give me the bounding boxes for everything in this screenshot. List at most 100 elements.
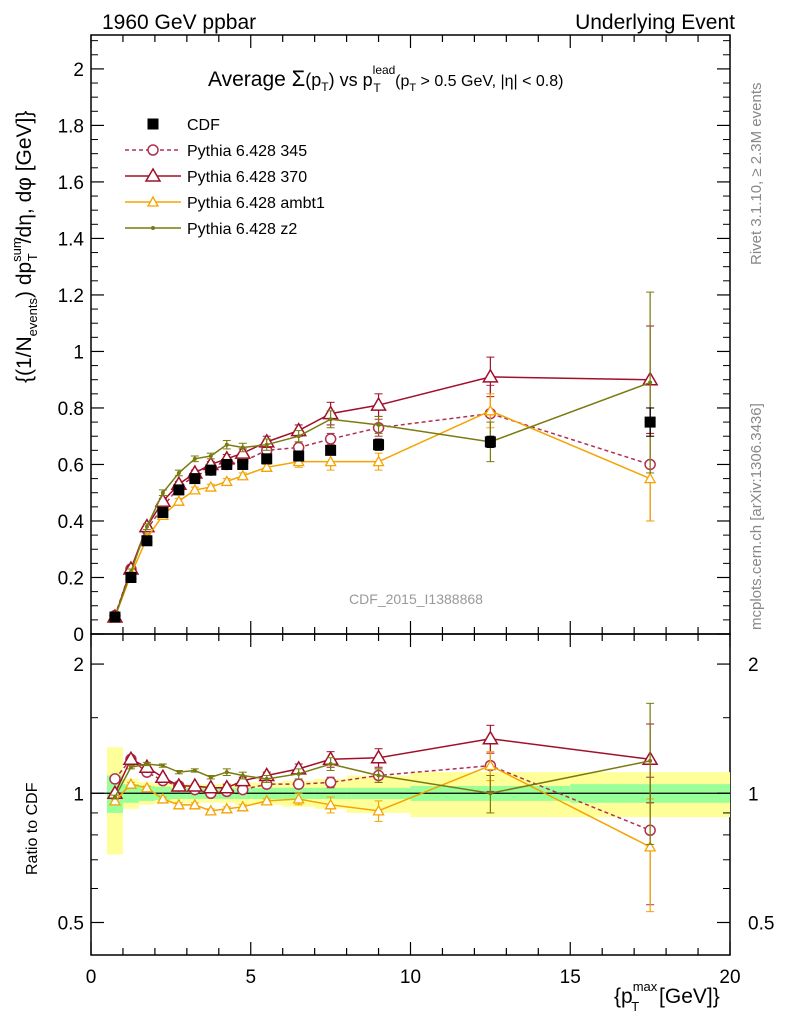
ratio-point-z2: [176, 770, 181, 775]
legend-marker-ambt1: [146, 195, 160, 207]
ratio-series-layer: [106, 702, 659, 913]
legend-label-ambt1: Pythia 6.428 ambt1: [187, 195, 325, 212]
ratio-point-ambt1: [644, 840, 657, 852]
data-point-z2: [376, 422, 381, 427]
mcplots-label: mcplots.cern.ch [arXiv:1306.3436]: [748, 403, 765, 630]
x-tick-label: 5: [245, 967, 256, 988]
ratio-y-tick-label: 0.5: [58, 913, 84, 934]
main-y-tick-label: 0.4: [58, 512, 85, 533]
ratio-point-p370: [122, 750, 140, 766]
data-point-ambt1: [172, 494, 185, 506]
ratio-point-p370: [186, 777, 204, 792]
data-point-z2: [264, 442, 269, 447]
ratio-point-ambt1: [140, 781, 154, 793]
main-axis-ticks: 0 0.2 0.4 0.6 0.8 1 1.2 1.4 1.6 1.8 2: [58, 40, 730, 646]
data-point-p345: [324, 433, 337, 445]
x-axis-ticks: 0 5 10 15 20: [86, 35, 741, 988]
data-point-data: [373, 439, 385, 451]
data-point-ambt1: [220, 475, 233, 487]
data-point-z2: [144, 524, 149, 529]
data-point-data: [221, 458, 233, 470]
main-y-tick-label: 1: [73, 342, 84, 363]
ratio-point-ambt1: [172, 798, 185, 810]
data-point-ambt1: [644, 472, 657, 484]
ratio-point-ambt1: [260, 794, 273, 806]
ratio-point-p370: [234, 772, 252, 787]
ratio-point-ambt1: [108, 794, 122, 806]
ratio-point-ambt1: [204, 804, 217, 816]
legend-label-p345: Pythia 6.428 345: [187, 143, 307, 160]
ratio-point-ambt1: [324, 798, 337, 810]
data-point-ambt1: [372, 455, 385, 467]
ratio-point-p345: [292, 778, 305, 790]
data-point-data: [125, 571, 137, 583]
ratio-y-axis-label: Ratio to CDF: [24, 782, 41, 875]
series-line-z2: [114, 381, 651, 618]
ratio-point-p370: [138, 758, 156, 773]
header-right: Underlying Event: [575, 11, 735, 34]
ratio-point-p370: [370, 749, 387, 764]
ratio-point-p370: [218, 779, 236, 794]
ratio-point-z2: [648, 758, 653, 763]
data-point-data: [157, 507, 169, 519]
ratio-point-z2: [128, 765, 133, 770]
data-point-z2: [240, 445, 245, 450]
data-point-data: [644, 416, 656, 428]
data-point-z2: [224, 442, 229, 447]
ratio-y-tick-label-right: 1: [748, 784, 759, 805]
ratio-axis-ticks: 0.5 0.5 1 1 2 2: [58, 655, 775, 934]
ratio-point-p370: [154, 768, 172, 783]
data-point-p370: [370, 396, 387, 411]
ratio-point-ambt1: [188, 798, 201, 810]
main-y-tick-label: 2: [73, 60, 84, 81]
data-point-ambt1: [260, 460, 273, 472]
data-point-ambt1: [484, 404, 497, 416]
ratio-point-z2: [144, 762, 149, 767]
ratio-point-z2: [240, 773, 245, 778]
data-point-data: [237, 458, 249, 470]
x-tick-label: 15: [560, 967, 581, 988]
x-tick-label: 20: [719, 967, 740, 988]
data-point-data: [141, 535, 153, 547]
legend-label-p370: Pythia 6.428 370: [187, 169, 307, 186]
ratio-point-p345: [324, 776, 337, 789]
ratio-point-ambt1: [484, 759, 497, 771]
ratio-point-z2: [328, 762, 333, 767]
ratio-point-z2: [192, 768, 197, 773]
main-y-axis-label: {(1/Nevents) dpsumT/dη, dφ [GeV]}: [9, 111, 40, 383]
ratio-point-ambt1: [236, 800, 249, 812]
main-y-tick-label: 0.8: [58, 399, 84, 420]
data-point-z2: [328, 417, 333, 422]
ratio-point-z2: [208, 775, 213, 780]
ratio-point-p370: [170, 777, 188, 792]
data-point-data: [173, 484, 185, 496]
ratio-y-tick-label: 1: [73, 784, 84, 805]
data-point-ambt1: [324, 455, 337, 467]
legend-marker-p345: [147, 144, 159, 156]
data-point-data: [484, 436, 496, 448]
legend-marker-data: [147, 118, 159, 130]
ratio-point-z2: [224, 770, 229, 775]
ratio-point-z2: [264, 776, 269, 781]
ratio-point-p370: [482, 730, 499, 745]
ratio-point-ambt1: [124, 777, 138, 789]
legend-marker-z2: [151, 226, 155, 230]
ratio-y-tick-label-right: 0.5: [748, 913, 774, 934]
data-point-ambt1: [236, 469, 249, 481]
analysis-watermark: CDF_2015_I1388868: [349, 591, 483, 607]
data-point-ambt1: [204, 480, 217, 492]
x-tick-label: 10: [400, 967, 421, 988]
legend: CDF Pythia 6.428 345 Pythia 6.428 370 Pythi…: [125, 117, 325, 238]
ratio-point-z2: [160, 763, 165, 768]
main-series-layer: [106, 291, 659, 623]
data-point-p370: [482, 368, 499, 383]
data-point-z2: [648, 380, 653, 385]
main-y-tick-label: 0: [73, 625, 84, 646]
data-point-data: [109, 611, 121, 623]
data-point-z2: [296, 434, 301, 439]
ratio-point-p370: [202, 779, 220, 794]
data-point-z2: [160, 490, 165, 495]
legend-label-data: CDF: [187, 117, 220, 134]
header-left: 1960 GeV ppbar: [102, 11, 256, 34]
ratio-point-z2: [112, 795, 117, 800]
